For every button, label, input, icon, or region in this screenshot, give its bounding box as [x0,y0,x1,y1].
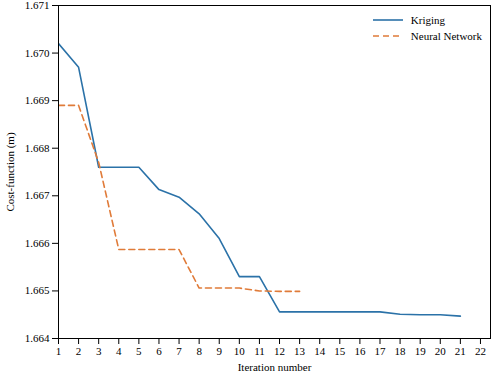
svg-text:14: 14 [314,345,326,357]
svg-text:1.664: 1.664 [25,332,50,344]
svg-text:20: 20 [435,345,447,357]
svg-text:19: 19 [415,345,427,357]
svg-text:1.671: 1.671 [25,0,50,11]
svg-text:15: 15 [334,345,346,357]
svg-text:8: 8 [196,345,202,357]
svg-text:12: 12 [274,345,285,357]
svg-text:2: 2 [76,345,82,357]
svg-text:10: 10 [234,345,246,357]
html-text:Kriging: Kriging [410,14,446,26]
svg-text:Iteration number: Iteration number [238,361,312,373]
svg-text:21: 21 [455,345,466,357]
svg-text:18: 18 [395,345,407,357]
svg-text:11: 11 [254,345,265,357]
svg-text:1: 1 [56,345,62,357]
svg-text:9: 9 [216,345,222,357]
svg-text:17: 17 [374,345,386,357]
svg-text:4: 4 [116,345,122,357]
svg-text:1.665: 1.665 [25,284,50,296]
svg-text:22: 22 [475,345,486,357]
svg-text:1.668: 1.668 [25,142,50,154]
svg-text:1.666: 1.666 [25,237,50,249]
svg-text:13: 13 [294,345,306,357]
svg-text:1.670: 1.670 [25,47,50,59]
svg-text:16: 16 [354,345,366,357]
svg-text:7: 7 [176,345,182,357]
html-text:Neural Network: Neural Network [410,30,482,42]
svg-text:3: 3 [96,345,102,357]
svg-text:5: 5 [136,345,142,357]
svg-text:6: 6 [156,345,162,357]
svg-text:Cost-function (m): Cost-function (m) [4,132,17,211]
svg-text:1.669: 1.669 [25,94,50,106]
svg-text:1.667: 1.667 [25,189,50,201]
